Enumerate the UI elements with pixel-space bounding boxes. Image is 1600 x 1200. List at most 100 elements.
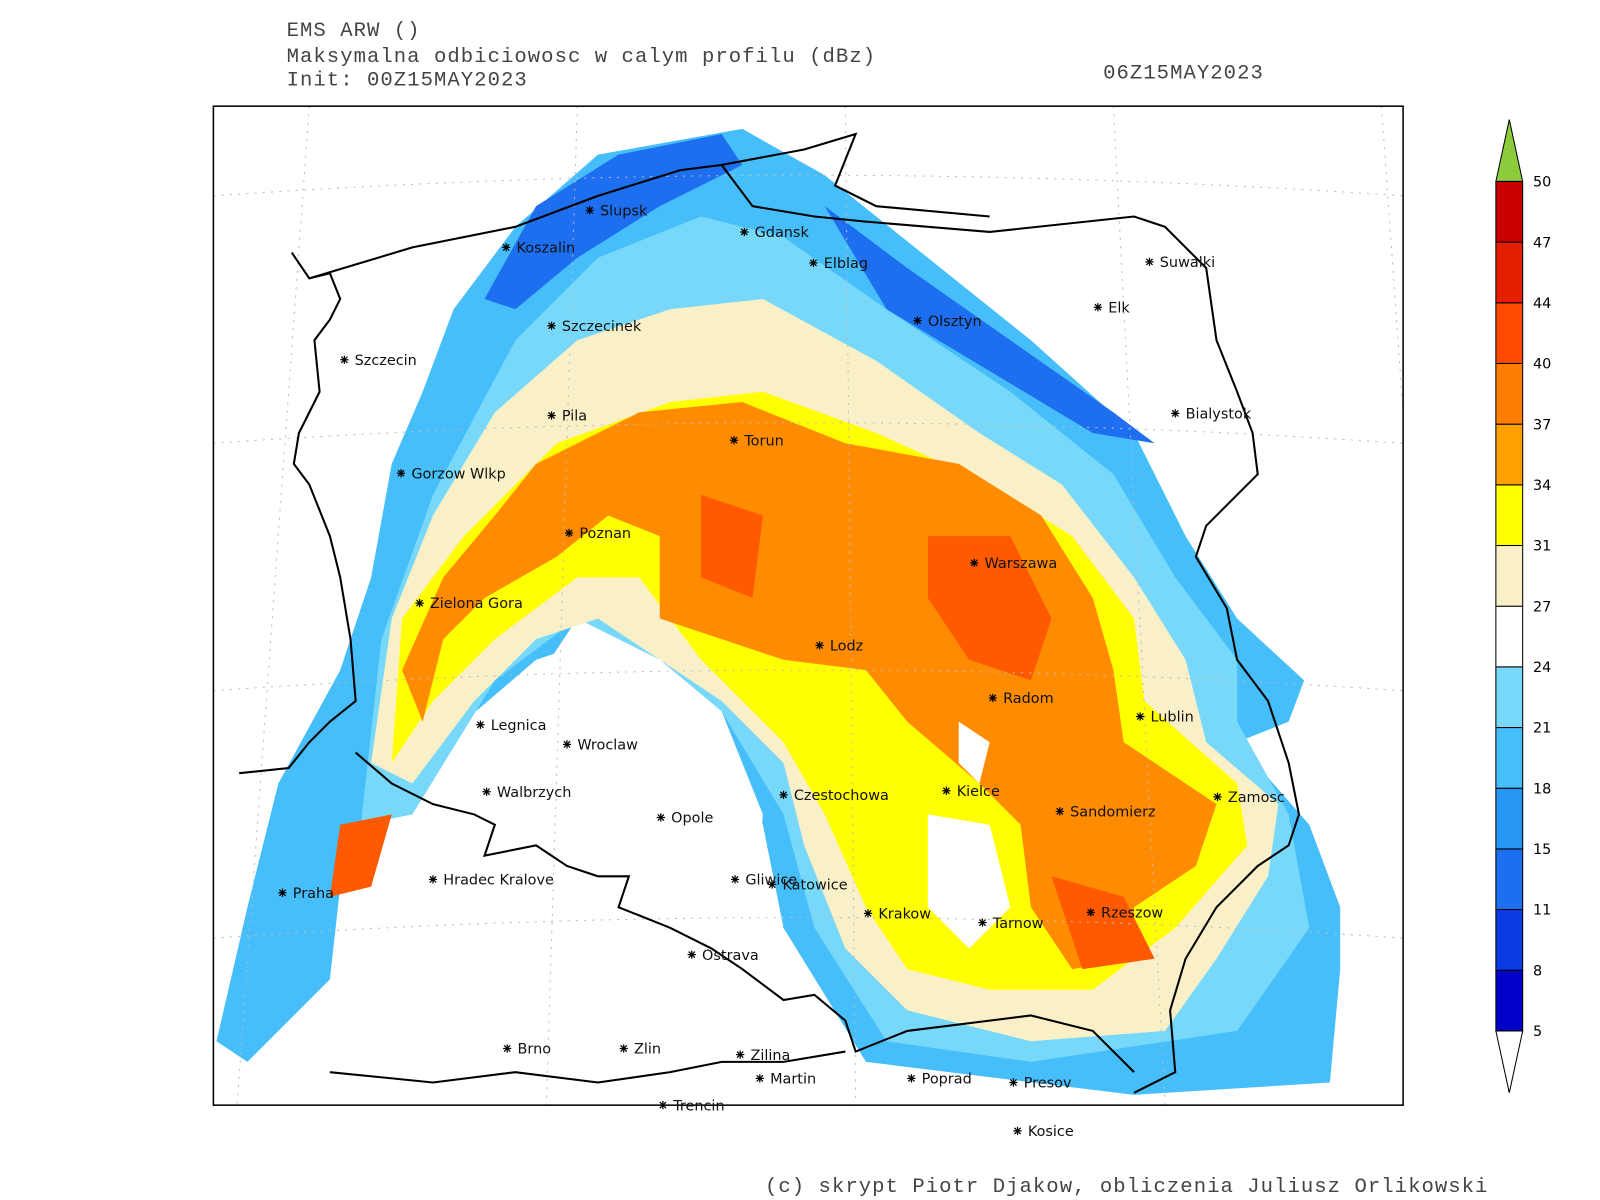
city-label: Wroclaw <box>577 737 638 753</box>
grid-line <box>844 106 857 1106</box>
colorbar-label: 27 <box>1533 599 1551 615</box>
colorbar-box <box>1495 969 1524 1032</box>
city-label: Zilina <box>751 1048 791 1064</box>
city-label: Trencin <box>672 1098 724 1114</box>
city-marker <box>482 787 491 796</box>
city-label: Zlin <box>634 1042 661 1058</box>
colorbar-label: 31 <box>1533 539 1551 555</box>
city-label: Lublin <box>1151 710 1194 726</box>
city-label: Czestochowa <box>794 788 889 804</box>
colorbar-box <box>1495 362 1524 425</box>
city-label: Poprad <box>922 1072 972 1088</box>
city-label: Sandomierz <box>1070 804 1156 820</box>
grid-line <box>213 917 1404 939</box>
colorbar-label: 37 <box>1533 417 1551 433</box>
city-label: Lodz <box>830 639 863 655</box>
colorbar-label: 34 <box>1533 478 1551 494</box>
city-label: Walbrzych <box>497 785 571 801</box>
city-label: Krakow <box>878 907 931 923</box>
city-marker <box>913 316 922 325</box>
city-marker <box>978 918 987 927</box>
city-marker <box>907 1074 916 1083</box>
grid-line <box>236 106 310 1106</box>
city-marker <box>547 411 556 420</box>
city-label: Ostrava <box>702 948 759 964</box>
precip-area <box>329 494 1155 970</box>
city-label: Bialystok <box>1186 407 1252 423</box>
colorbar-box <box>1495 423 1524 486</box>
city-label: Zielona Gora <box>430 596 523 612</box>
city-marker <box>863 909 873 918</box>
colorbar-above <box>1495 119 1524 182</box>
city-label: Warszawa <box>985 556 1058 572</box>
colorbar-label: 5 <box>1533 1024 1542 1040</box>
grid-line <box>213 422 1404 444</box>
colorbar-label: 21 <box>1533 721 1551 737</box>
border <box>239 251 357 775</box>
precip-area <box>484 134 1155 444</box>
city-label: Praha <box>293 886 334 902</box>
colorbar-box <box>1495 605 1524 668</box>
city-marker <box>1145 257 1154 266</box>
colorbar-box <box>1495 241 1524 304</box>
city-marker <box>942 786 951 795</box>
city-marker <box>656 813 665 822</box>
city-marker <box>502 243 511 252</box>
colorbar-box <box>1495 666 1524 729</box>
city-marker <box>736 1050 745 1059</box>
city-marker <box>988 693 997 703</box>
colorbar-below <box>1495 1030 1524 1093</box>
city-label: Zamosc <box>1228 790 1285 806</box>
city-label: Koszalin <box>516 241 575 257</box>
city-marker <box>779 790 788 799</box>
grid-line <box>1112 106 1166 1106</box>
city-label: Kosice <box>1028 1124 1074 1140</box>
map-frame <box>212 105 1404 1106</box>
city-label: Pila <box>562 409 587 425</box>
city-label: Gorzow Wlkp <box>411 466 505 482</box>
city-label: Torun <box>743 433 783 449</box>
city-marker <box>1055 807 1064 816</box>
city-marker <box>1009 1078 1018 1087</box>
city-marker <box>1013 1126 1022 1136</box>
city-label: Rzeszow <box>1101 906 1163 922</box>
border <box>354 751 1135 1073</box>
city-marker <box>740 227 749 237</box>
city-marker <box>1136 712 1145 721</box>
city-label: Elblag <box>824 256 868 272</box>
city-marker <box>658 1101 668 1110</box>
city-marker <box>1093 303 1103 312</box>
footer: (c) skrypt Piotr Djakow, obliczenia Juli… <box>765 1176 1489 1199</box>
field-title: Maksymalna odbiciowosc w calym profilu (… <box>287 46 877 69</box>
city-marker <box>755 1074 764 1083</box>
city-marker <box>562 740 572 749</box>
city-label: Brno <box>518 1042 552 1058</box>
city-label: Kielce <box>957 784 1000 800</box>
city-marker <box>809 258 818 268</box>
city-labels: Slupsk Koszalin Gdansk Elblag Suwalki Elk Olsz… <box>278 203 1285 1140</box>
city-label: Slupsk <box>600 203 648 219</box>
city-marker <box>428 875 438 884</box>
city-marker <box>768 880 777 889</box>
colorbar-box <box>1495 787 1524 850</box>
precip-area <box>927 721 1011 949</box>
colorbar-box <box>1495 909 1524 971</box>
colorbar-label: 15 <box>1533 842 1551 858</box>
grid-line <box>213 669 1404 692</box>
colorbar-label: 50 <box>1533 175 1551 191</box>
city-label: Poznan <box>579 526 631 542</box>
colorbar-box <box>1495 544 1524 607</box>
colorbar-label: 24 <box>1533 660 1551 676</box>
city-marker <box>1086 908 1095 917</box>
city-marker <box>1213 792 1222 802</box>
city-label: Tarnow <box>992 916 1044 932</box>
precip-area <box>494 618 763 1083</box>
city-marker <box>278 888 287 897</box>
city-marker <box>503 1044 512 1053</box>
colorbar-box <box>1495 302 1524 364</box>
colorbar-box <box>1495 484 1524 547</box>
colorbar-label: 40 <box>1533 357 1551 373</box>
city-label: Gliwice <box>745 873 797 889</box>
city-marker <box>396 469 406 478</box>
